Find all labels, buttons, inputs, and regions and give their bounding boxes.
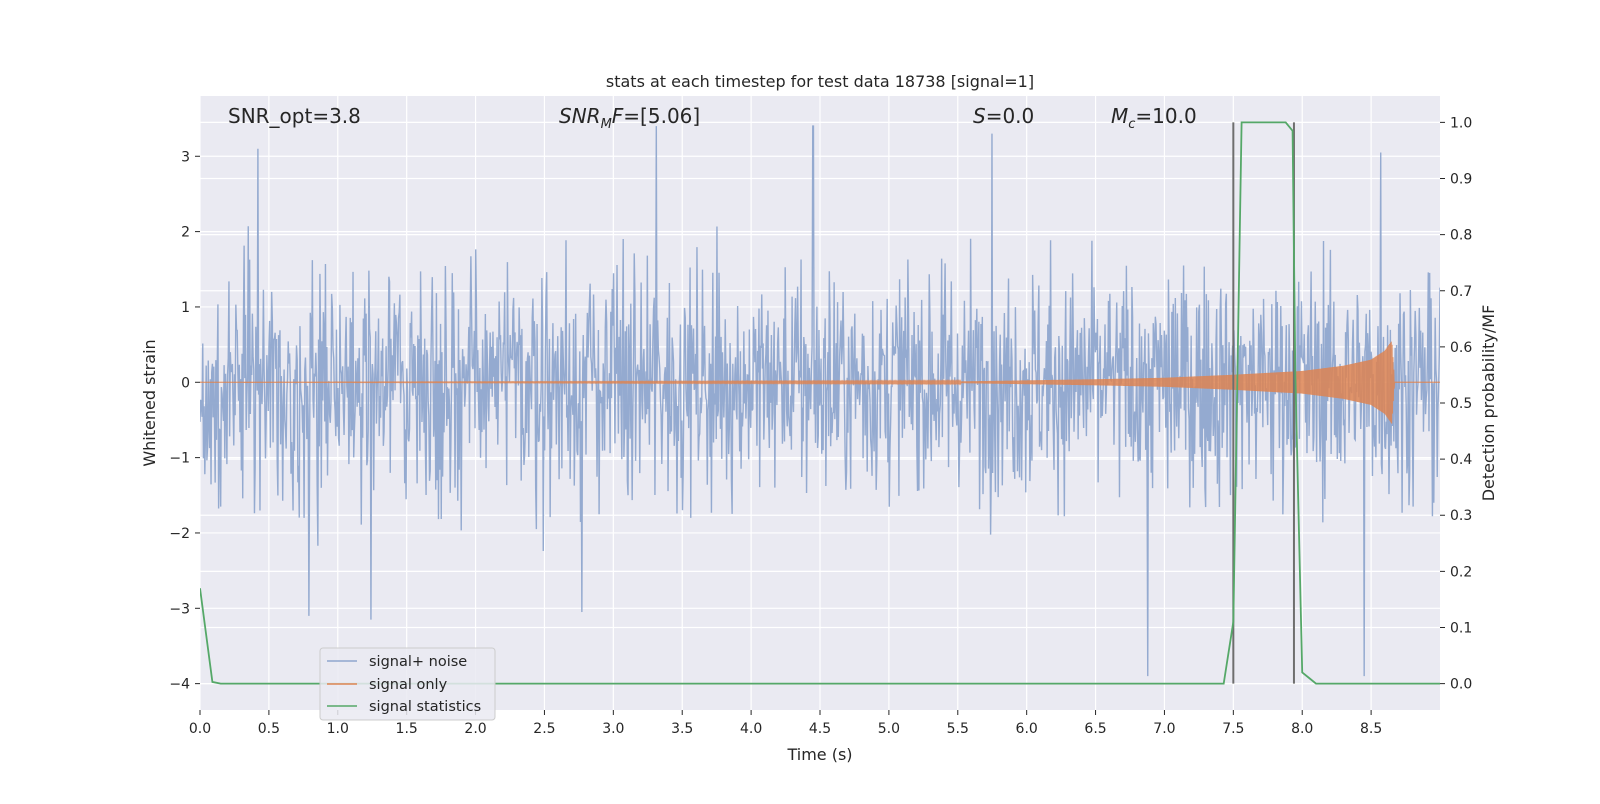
y-tick-label: −1 bbox=[169, 451, 190, 467]
y-right-tick-label: 0.9 bbox=[1450, 172, 1472, 188]
y-tick-label: 0 bbox=[181, 375, 190, 391]
y-tick-label: −2 bbox=[169, 526, 190, 542]
x-tick-label: 4.5 bbox=[809, 721, 831, 737]
annotation-s-value: S=0.0 bbox=[973, 104, 1034, 128]
signal-statistics-line bbox=[200, 121, 1440, 685]
y-right-tick-label: 0.0 bbox=[1450, 677, 1472, 693]
y-right-tick-label: 0.7 bbox=[1450, 284, 1472, 300]
x-tick-label: 1.5 bbox=[396, 721, 418, 737]
x-tick-label: 3.5 bbox=[671, 721, 693, 737]
tick-layer: 0.0 0.5 1.0 1.5 2.0 2.5 3.0 3.5 4.0 4.5 5.0 5.5 6.0 6… bbox=[169, 115, 1472, 737]
x-tick-label: 1.0 bbox=[327, 721, 349, 737]
x-axis-label: Time (s) bbox=[786, 745, 852, 764]
legend-label-signal-noise: signal+ noise bbox=[369, 654, 467, 670]
x-tick-label: 6.0 bbox=[1016, 721, 1038, 737]
y-right-tick-label: 0.8 bbox=[1450, 228, 1472, 244]
x-tick-label: 0.5 bbox=[258, 721, 280, 737]
x-tick-label: 2.0 bbox=[464, 721, 486, 737]
x-tick-label: 8.5 bbox=[1360, 721, 1382, 737]
legend-box bbox=[319, 647, 496, 721]
y-tick-label: 2 bbox=[181, 225, 190, 241]
x-tick-label: 3.0 bbox=[602, 721, 624, 737]
y-right-tick-label: 0.6 bbox=[1450, 340, 1472, 356]
y-tick-label: −3 bbox=[169, 601, 190, 617]
y-tick-label: 1 bbox=[181, 300, 190, 316]
x-tick-label: 6.5 bbox=[1084, 721, 1106, 737]
y-right-tick-label: 0.4 bbox=[1450, 452, 1472, 468]
x-tick-label: 4.0 bbox=[740, 721, 762, 737]
signal-statistics-series bbox=[200, 121, 1440, 685]
y-right-tick-label: 0.1 bbox=[1450, 620, 1472, 636]
legend-label-signal-statistics: signal statistics bbox=[369, 699, 481, 715]
y-axis-label: Whitened strain bbox=[140, 339, 159, 466]
annotation-snr-mf: SNRMF=[5.06] bbox=[559, 104, 700, 132]
y-right-tick-label: 0.2 bbox=[1450, 564, 1472, 580]
y-tick-label: 3 bbox=[181, 149, 190, 165]
legend-label-signal-only: signal only bbox=[369, 677, 448, 693]
y-right-tick-label: 0.5 bbox=[1450, 396, 1472, 412]
x-tick-label: 5.0 bbox=[878, 721, 900, 737]
y-right-tick-label: 0.3 bbox=[1450, 508, 1472, 524]
x-tick-label: 8.0 bbox=[1291, 721, 1313, 737]
x-tick-label: 2.5 bbox=[533, 721, 555, 737]
y-right-axis-label: Detection probability/MF bbox=[1479, 305, 1498, 502]
x-tick-label: 0.0 bbox=[189, 721, 211, 737]
chart-title: stats at each timestep for test data 187… bbox=[606, 72, 1034, 91]
annotation-snr-opt: SNR_opt=3.8 bbox=[228, 104, 361, 128]
x-tick-label: 7.5 bbox=[1222, 721, 1244, 737]
y-right-tick-label: 1.0 bbox=[1450, 115, 1472, 131]
legend: signal+ noise signal only signal statist… bbox=[319, 647, 496, 721]
annotation-mc-value: Mc=10.0 bbox=[1111, 104, 1197, 132]
x-tick-label: 5.5 bbox=[947, 721, 969, 737]
x-tick-label: 7.0 bbox=[1153, 721, 1175, 737]
y-tick-label: −4 bbox=[169, 677, 190, 693]
